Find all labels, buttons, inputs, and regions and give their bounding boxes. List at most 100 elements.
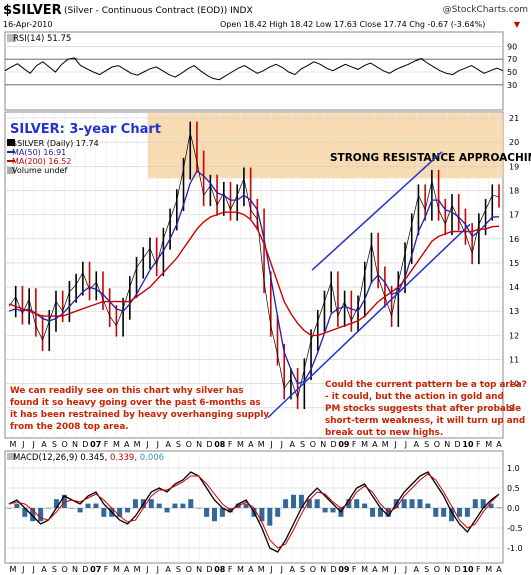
macd-histogram-bar	[322, 508, 328, 513]
macd-x-tick-label: D	[455, 565, 461, 574]
macd-histogram-bar	[164, 508, 170, 513]
price-x-tick-label: N	[196, 440, 202, 449]
price-x-tick-label: F	[476, 440, 481, 449]
macd-histogram-bar	[449, 508, 455, 522]
header-name: (Silver - Continuous Contract (EOD)) IND…	[64, 6, 253, 16]
price-x-tick-label: M	[361, 440, 368, 449]
macd-x-tick-label: J	[269, 565, 272, 574]
macd-histogram-bar	[243, 503, 249, 508]
macd-histogram-bar	[46, 508, 52, 509]
channel-lower-line	[267, 223, 471, 419]
resistance-label: STRONG RESISTANCE APPROACHING HIGHS	[330, 152, 531, 164]
price-x-tick-label: 10	[462, 440, 474, 449]
price-x-tick-label: S	[300, 440, 305, 449]
macd-label-signal: 0.339,	[110, 453, 140, 463]
price-tick-label: 17	[509, 211, 519, 220]
chart-title: SILVER: 3-year Chart	[10, 122, 161, 137]
price-x-tick-label: S	[52, 440, 57, 449]
legend-volume: Volume undef	[12, 166, 67, 175]
macd-x-tick-label: A	[248, 565, 254, 574]
change-arrow-icon: ▼	[514, 20, 521, 29]
price-x-tick-label: A	[41, 440, 47, 449]
macd-histogram-bar	[362, 503, 368, 508]
macd-x-tick-label: N	[320, 565, 326, 574]
macd-histogram-bar	[53, 499, 59, 508]
price-x-tick-label: O	[434, 440, 440, 449]
macd-x-tick-label: N	[444, 565, 450, 574]
macd-x-tick-label: O	[186, 565, 192, 574]
price-x-tick-label: F	[352, 440, 357, 449]
macd-signal-line	[8, 473, 500, 549]
macd-histogram-bar	[172, 503, 178, 508]
macd-tick-label: -0.5	[507, 524, 523, 533]
price-x-tick-label: D	[206, 440, 212, 449]
macd-histogram-bar	[22, 508, 28, 517]
price-x-tick-label: 09	[338, 440, 350, 449]
header-date: 16-Apr-2010	[3, 20, 52, 29]
macd-x-tick-label: A	[414, 565, 420, 574]
macd-label: MACD(12,26,9) 0.345, 0.339, 0.006	[13, 453, 164, 463]
price-x-tick-label: A	[289, 440, 295, 449]
macd-x-tick-label: A	[165, 565, 171, 574]
macd-histogram-bar	[132, 499, 138, 508]
price-x-tick-label: S	[424, 440, 429, 449]
macd-x-tick-label: O	[310, 565, 316, 574]
macd-x-tick-label: D	[82, 565, 88, 574]
macd-x-tick-label: 10	[462, 565, 474, 574]
price-tick-label: 12	[509, 331, 519, 340]
price-tick-label: 16	[509, 235, 519, 244]
price-x-tick-label: J	[145, 440, 148, 449]
macd-x-tick-label: S	[52, 565, 57, 574]
macd-x-tick-label: S	[176, 565, 181, 574]
macd-x-tick-label: M	[382, 565, 389, 574]
macd-label-hist: 0.006	[140, 453, 164, 463]
macd-histogram-bar	[101, 508, 107, 517]
annotation-left-line-0: We can readily see on this chart why sil…	[10, 386, 244, 396]
macd-histogram-bar	[480, 499, 486, 508]
price-x-tick-label: A	[165, 440, 171, 449]
macd-histogram-bar	[204, 508, 210, 517]
price-x-tick-label: N	[72, 440, 78, 449]
macd-histogram-bar	[425, 503, 431, 508]
macd-x-tick-label: D	[330, 565, 336, 574]
macd-x-tick-label: 08	[214, 565, 226, 574]
macd-x-tick-label: F	[104, 565, 109, 574]
price-x-tick-label: M	[485, 440, 492, 449]
price-x-tick-label: M	[382, 440, 389, 449]
header-symbol: $SILVER	[3, 3, 62, 18]
price-x-tick-label: M	[258, 440, 265, 449]
rsi-legend-swatch	[7, 34, 16, 42]
rsi-series-line	[4, 57, 504, 81]
macd-label-value: MACD(12,26,9) 0.345,	[13, 453, 110, 463]
macd-x-tick-label: M	[258, 565, 265, 574]
price-tick-label: 21	[509, 114, 519, 123]
macd-histogram-bar	[38, 508, 44, 522]
price-x-tick-label: D	[330, 440, 336, 449]
channel-upper-line	[311, 151, 443, 271]
macd-histogram-bar	[488, 503, 494, 508]
price-x-tick-label: J	[156, 440, 159, 449]
macd-tick-label: 0.0	[507, 504, 520, 513]
macd-histogram-bar	[188, 499, 194, 508]
price-tick-label: 14	[509, 283, 519, 292]
rsi-label: RSI(14) 51.75	[13, 34, 71, 44]
macd-histogram-bar	[417, 499, 423, 508]
price-x-tick-label: A	[124, 440, 130, 449]
macd-x-tick-label: M	[237, 565, 244, 574]
macd-histogram-bar	[156, 503, 162, 508]
macd-histogram-bar	[472, 499, 478, 508]
price-x-tick-label: J	[21, 440, 24, 449]
macd-histogram-bar	[456, 508, 462, 517]
price-tick-label: 19	[509, 162, 519, 171]
price-x-tick-label: A	[372, 440, 378, 449]
macd-histogram-bar	[306, 499, 312, 508]
legend-ma50: MA(50) 16.91	[12, 148, 66, 157]
macd-x-tick-label: J	[156, 565, 159, 574]
macd-histogram-bar	[496, 507, 502, 508]
macd-x-tick-label: J	[145, 565, 148, 574]
macd-x-tick-label: M	[361, 565, 368, 574]
macd-x-tick-label: O	[434, 565, 440, 574]
annotation-right-line-4: break out to new highs.	[325, 428, 443, 438]
price-x-tick-label: A	[248, 440, 254, 449]
